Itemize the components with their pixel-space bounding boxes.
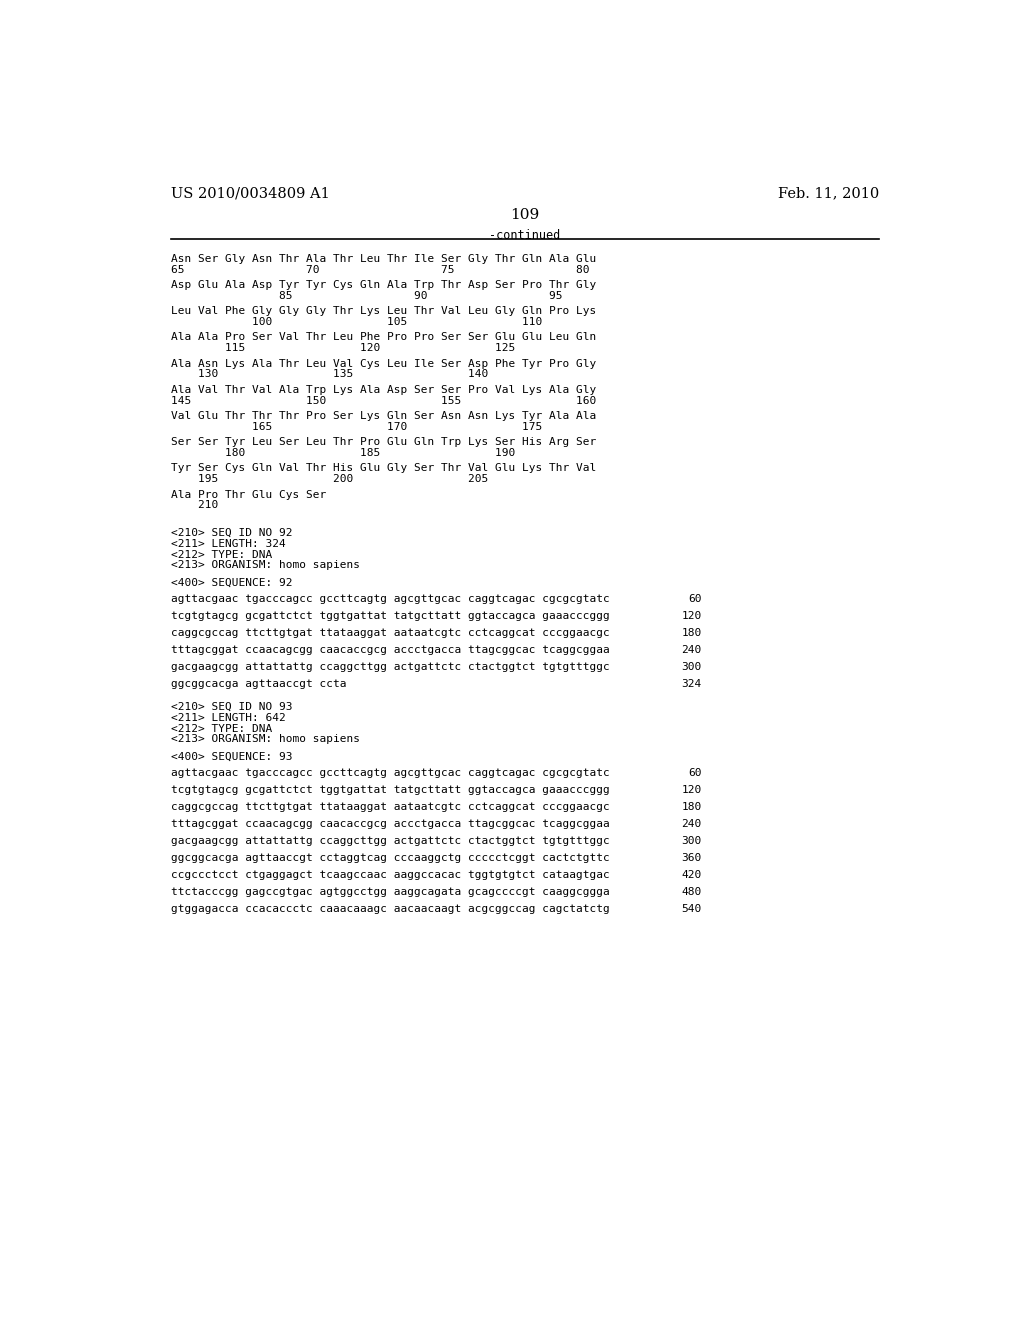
Text: caggcgccag ttcttgtgat ttataaggat aataatcgtc cctcaggcat cccggaacgc: caggcgccag ttcttgtgat ttataaggat aataatc…	[171, 803, 609, 812]
Text: 210: 210	[171, 500, 218, 511]
Text: 180: 180	[681, 803, 701, 812]
Text: <212> TYPE: DNA: <212> TYPE: DNA	[171, 549, 272, 560]
Text: 195                 200                 205: 195 200 205	[171, 474, 487, 484]
Text: <210> SEQ ID NO 93: <210> SEQ ID NO 93	[171, 702, 292, 711]
Text: 420: 420	[681, 870, 701, 880]
Text: <212> TYPE: DNA: <212> TYPE: DNA	[171, 723, 272, 734]
Text: 300: 300	[681, 663, 701, 672]
Text: Leu Val Phe Gly Gly Gly Thr Lys Leu Thr Val Leu Gly Gln Pro Lys: Leu Val Phe Gly Gly Gly Thr Lys Leu Thr …	[171, 306, 596, 317]
Text: 540: 540	[681, 904, 701, 913]
Text: ggcggcacga agttaaccgt ccta: ggcggcacga agttaaccgt ccta	[171, 678, 346, 689]
Text: <400> SEQUENCE: 92: <400> SEQUENCE: 92	[171, 577, 292, 587]
Text: Ala Val Thr Val Ala Trp Lys Ala Asp Ser Ser Pro Val Lys Ala Gly: Ala Val Thr Val Ala Trp Lys Ala Asp Ser …	[171, 385, 596, 395]
Text: <211> LENGTH: 642: <211> LENGTH: 642	[171, 713, 286, 723]
Text: 240: 240	[681, 818, 701, 829]
Text: -continued: -continued	[489, 230, 560, 243]
Text: tcgtgtagcg gcgattctct tggtgattat tatgcttatt ggtaccagca gaaacccggg: tcgtgtagcg gcgattctct tggtgattat tatgctt…	[171, 785, 609, 795]
Text: 240: 240	[681, 645, 701, 655]
Text: 120: 120	[681, 611, 701, 622]
Text: 480: 480	[681, 887, 701, 896]
Text: Asn Ser Gly Asn Thr Ala Thr Leu Thr Ile Ser Gly Thr Gln Ala Glu: Asn Ser Gly Asn Thr Ala Thr Leu Thr Ile …	[171, 253, 596, 264]
Text: caggcgccag ttcttgtgat ttataaggat aataatcgtc cctcaggcat cccggaacgc: caggcgccag ttcttgtgat ttataaggat aataatc…	[171, 628, 609, 638]
Text: Ala Ala Pro Ser Val Thr Leu Phe Pro Pro Ser Ser Glu Glu Leu Gln: Ala Ala Pro Ser Val Thr Leu Phe Pro Pro …	[171, 333, 596, 342]
Text: ggcggcacga agttaaccgt cctaggtcag cccaaggctg ccccctcggt cactctgttc: ggcggcacga agttaaccgt cctaggtcag cccaagg…	[171, 853, 609, 863]
Text: 324: 324	[681, 678, 701, 689]
Text: <211> LENGTH: 324: <211> LENGTH: 324	[171, 539, 286, 549]
Text: <213> ORGANISM: homo sapiens: <213> ORGANISM: homo sapiens	[171, 561, 359, 570]
Text: gacgaagcgg attattattg ccaggcttgg actgattctc ctactggtct tgtgtttggc: gacgaagcgg attattattg ccaggcttgg actgatt…	[171, 663, 609, 672]
Text: 100                 105                 110: 100 105 110	[171, 317, 542, 327]
Text: gacgaagcgg attattattg ccaggcttgg actgattctc ctactggtct tgtgtttggc: gacgaagcgg attattattg ccaggcttgg actgatt…	[171, 836, 609, 846]
Text: agttacgaac tgacccagcc gccttcagtg agcgttgcac caggtcagac cgcgcgtatc: agttacgaac tgacccagcc gccttcagtg agcgttg…	[171, 594, 609, 605]
Text: Ser Ser Tyr Leu Ser Leu Thr Pro Glu Gln Trp Lys Ser His Arg Ser: Ser Ser Tyr Leu Ser Leu Thr Pro Glu Gln …	[171, 437, 596, 447]
Text: agttacgaac tgacccagcc gccttcagtg agcgttgcac caggtcagac cgcgcgtatc: agttacgaac tgacccagcc gccttcagtg agcgttg…	[171, 768, 609, 779]
Text: 115                 120                 125: 115 120 125	[171, 343, 515, 354]
Text: 165                 170                 175: 165 170 175	[171, 422, 542, 432]
Text: Val Glu Thr Thr Thr Pro Ser Lys Gln Ser Asn Asn Lys Tyr Ala Ala: Val Glu Thr Thr Thr Pro Ser Lys Gln Ser …	[171, 411, 596, 421]
Text: 360: 360	[681, 853, 701, 863]
Text: 85                  90                  95: 85 90 95	[171, 290, 562, 301]
Text: 109: 109	[510, 207, 540, 222]
Text: 145                 150                 155                 160: 145 150 155 160	[171, 396, 596, 405]
Text: Ala Pro Thr Glu Cys Ser: Ala Pro Thr Glu Cys Ser	[171, 490, 326, 499]
Text: 120: 120	[681, 785, 701, 795]
Text: Feb. 11, 2010: Feb. 11, 2010	[777, 186, 879, 201]
Text: 130                 135                 140: 130 135 140	[171, 370, 487, 379]
Text: <400> SEQUENCE: 93: <400> SEQUENCE: 93	[171, 751, 292, 762]
Text: tcgtgtagcg gcgattctct tggtgattat tatgcttatt ggtaccagca gaaacccggg: tcgtgtagcg gcgattctct tggtgattat tatgctt…	[171, 611, 609, 622]
Text: <213> ORGANISM: homo sapiens: <213> ORGANISM: homo sapiens	[171, 734, 359, 744]
Text: ttctacccgg gagccgtgac agtggcctgg aaggcagata gcagccccgt caaggcggga: ttctacccgg gagccgtgac agtggcctgg aaggcag…	[171, 887, 609, 896]
Text: 65                  70                  75                  80: 65 70 75 80	[171, 264, 589, 275]
Text: Tyr Ser Cys Gln Val Thr His Glu Gly Ser Thr Val Glu Lys Thr Val: Tyr Ser Cys Gln Val Thr His Glu Gly Ser …	[171, 463, 596, 474]
Text: tttagcggat ccaacagcgg caacaccgcg accctgacca ttagcggcac tcaggcggaa: tttagcggat ccaacagcgg caacaccgcg accctga…	[171, 645, 609, 655]
Text: Asp Glu Ala Asp Tyr Tyr Cys Gln Ala Trp Thr Asp Ser Pro Thr Gly: Asp Glu Ala Asp Tyr Tyr Cys Gln Ala Trp …	[171, 280, 596, 290]
Text: 60: 60	[688, 594, 701, 605]
Text: 300: 300	[681, 836, 701, 846]
Text: 60: 60	[688, 768, 701, 779]
Text: 180                 185                 190: 180 185 190	[171, 447, 515, 458]
Text: <210> SEQ ID NO 92: <210> SEQ ID NO 92	[171, 528, 292, 539]
Text: gtggagacca ccacaccctc caaacaaagc aacaacaagt acgcggccag cagctatctg: gtggagacca ccacaccctc caaacaaagc aacaaca…	[171, 904, 609, 913]
Text: 180: 180	[681, 628, 701, 638]
Text: Ala Asn Lys Ala Thr Leu Val Cys Leu Ile Ser Asp Phe Tyr Pro Gly: Ala Asn Lys Ala Thr Leu Val Cys Leu Ile …	[171, 359, 596, 368]
Text: US 2010/0034809 A1: US 2010/0034809 A1	[171, 186, 330, 201]
Text: ccgccctcct ctgaggagct tcaagccaac aaggccacac tggtgtgtct cataagtgac: ccgccctcct ctgaggagct tcaagccaac aaggcca…	[171, 870, 609, 880]
Text: tttagcggat ccaacagcgg caacaccgcg accctgacca ttagcggcac tcaggcggaa: tttagcggat ccaacagcgg caacaccgcg accctga…	[171, 818, 609, 829]
